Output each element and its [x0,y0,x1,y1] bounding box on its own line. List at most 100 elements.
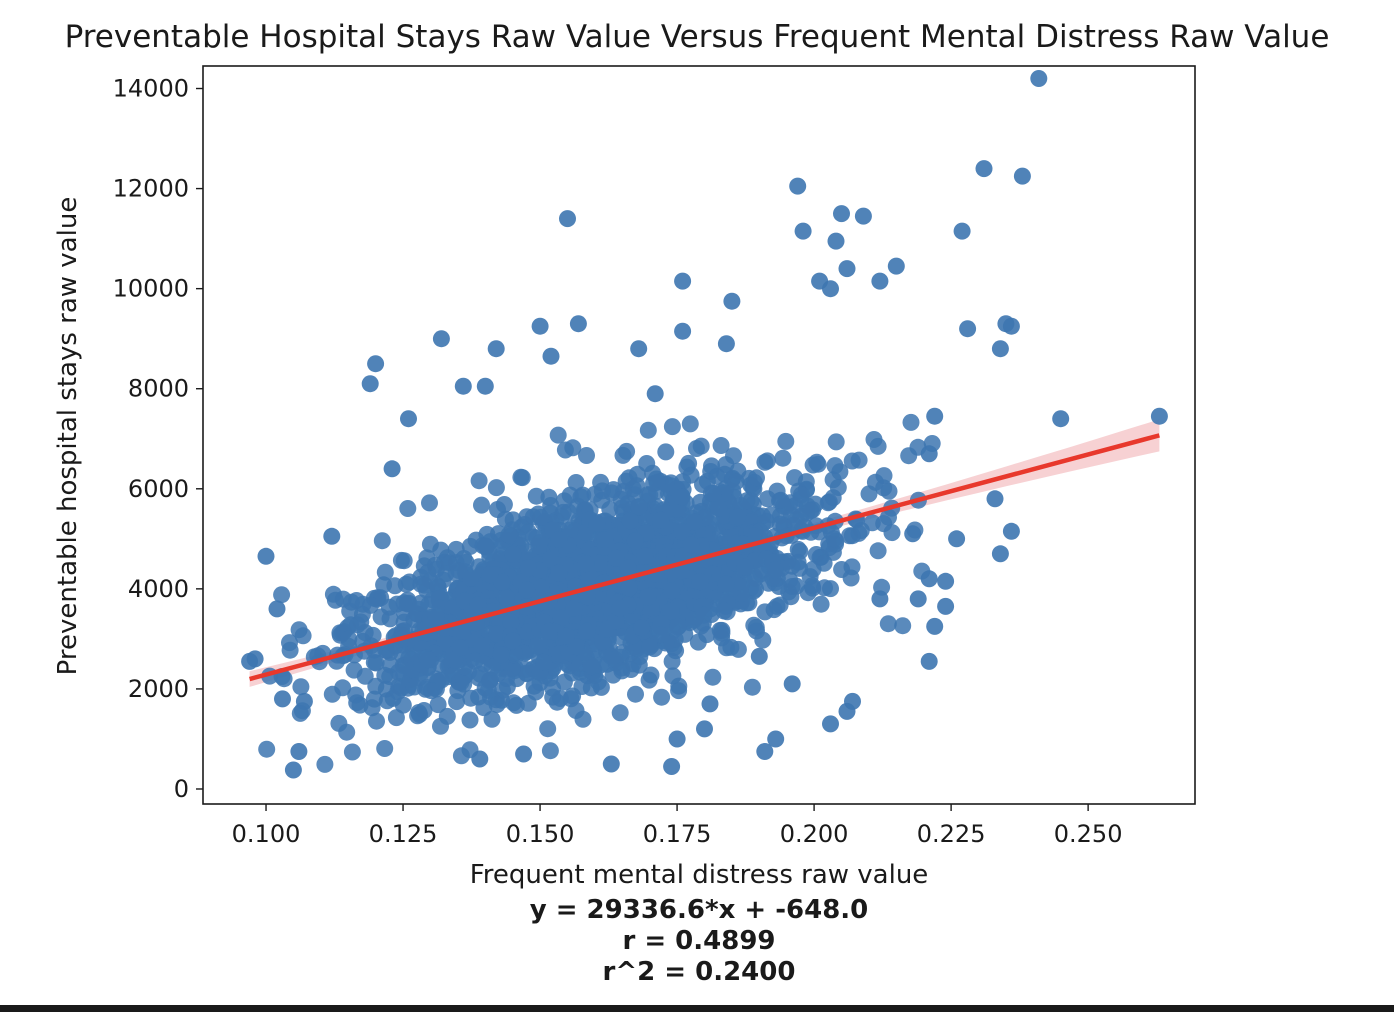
scatter-point [432,330,450,348]
scatter-point [345,661,363,679]
scatter-point [975,160,993,178]
plot-area-frame [202,65,1196,805]
scatter-point [894,617,912,635]
y-tick-label: 2000 [128,675,189,703]
scatter-point [812,595,830,613]
scatter-point [713,621,731,639]
scatter-point [367,355,385,373]
scatter-point [710,499,728,517]
scatter-point [500,526,518,544]
scatter-point [412,575,430,593]
scatter-point [756,603,774,621]
scatter-point [550,564,568,582]
scatter-point [258,740,276,758]
scatter-point [691,573,709,591]
scatter-point [871,272,889,290]
y-axis-ticks: 0 2000 4000 6000 8000 10000 12000 14000 [113,75,203,803]
scatter-point [387,709,405,727]
scatter-point [341,602,359,620]
x-tick-label: 0.250 [1054,820,1123,848]
scatter-point [483,658,501,676]
scatter-point [766,561,784,579]
scatter-point [875,467,893,485]
scatter-point [461,537,479,555]
scatter-point [869,437,887,455]
scatter-point [535,653,553,671]
scatter-point [409,707,427,725]
scatter-point [831,463,849,481]
scatter-point [902,413,920,431]
scatter-point [290,743,308,760]
y-tick-label: 6000 [128,475,189,503]
scatter-point [550,531,568,548]
scatter-point [592,473,610,491]
scatter-point [948,530,966,548]
scatter-point [883,524,901,542]
scatter-point [738,492,756,510]
x-tick-label: 0.225 [917,820,986,848]
scatter-point [1013,167,1031,185]
y-tick-label: 10000 [113,275,189,303]
scatter-point [578,622,596,640]
scatter-point [937,572,955,590]
scatter-point [540,622,558,640]
scatter-point [860,485,878,503]
scatter-point [871,590,889,608]
scatter-point [748,469,765,487]
scatter-point [567,638,585,656]
scatter-point [531,317,549,335]
scatter-point [663,758,681,775]
scatter-point [246,650,264,668]
scatter-point [473,637,490,654]
scatter-point [774,449,792,467]
scatter-point [451,639,469,657]
scatter-point [820,493,838,511]
scatter-point [557,627,575,645]
scatter-point [695,524,713,542]
scatter-point [822,280,839,298]
scatter-point [343,743,361,761]
scatter-point [421,494,438,512]
scatter-point [681,415,699,433]
scatter-point [488,696,506,713]
scatter-point [578,447,595,464]
scatter-point [504,632,522,650]
scatter-point [577,555,595,573]
scatter-point [686,513,703,531]
scatter-point [638,455,656,472]
scatter-point [827,433,845,451]
scatter-point [295,692,313,710]
scatter-point [991,340,1009,358]
scatter-point [518,508,536,526]
scatter-point [488,625,506,643]
scatter-point [692,437,710,455]
scatter-point [627,685,644,703]
scatter-point [762,506,780,524]
scatter-point [725,447,742,465]
scatter-point [422,682,440,700]
scatter-point [573,678,591,695]
scatter-point [559,210,576,228]
scatter-point [504,545,522,563]
scatter-point [647,470,665,488]
scatter-point [887,257,905,275]
scatter-point [863,514,881,532]
scatter-point [674,272,692,290]
scatter-point [596,531,614,548]
scatter-point [607,612,625,630]
scatter-point [663,418,681,436]
scatter-point [383,460,401,478]
scatter-point [1052,410,1070,428]
scatter-point [483,710,501,728]
scatter-point [473,496,490,514]
scatter-point [827,232,845,250]
scatter-point [880,482,898,500]
scatter-point [630,498,648,516]
scatter-point [953,222,971,240]
scatter-points [241,70,1168,779]
scatter-point [682,536,700,554]
scatter-point [582,656,600,674]
scatter-point [1150,407,1168,425]
scatter-point [630,340,648,358]
scatter-point [959,320,977,338]
